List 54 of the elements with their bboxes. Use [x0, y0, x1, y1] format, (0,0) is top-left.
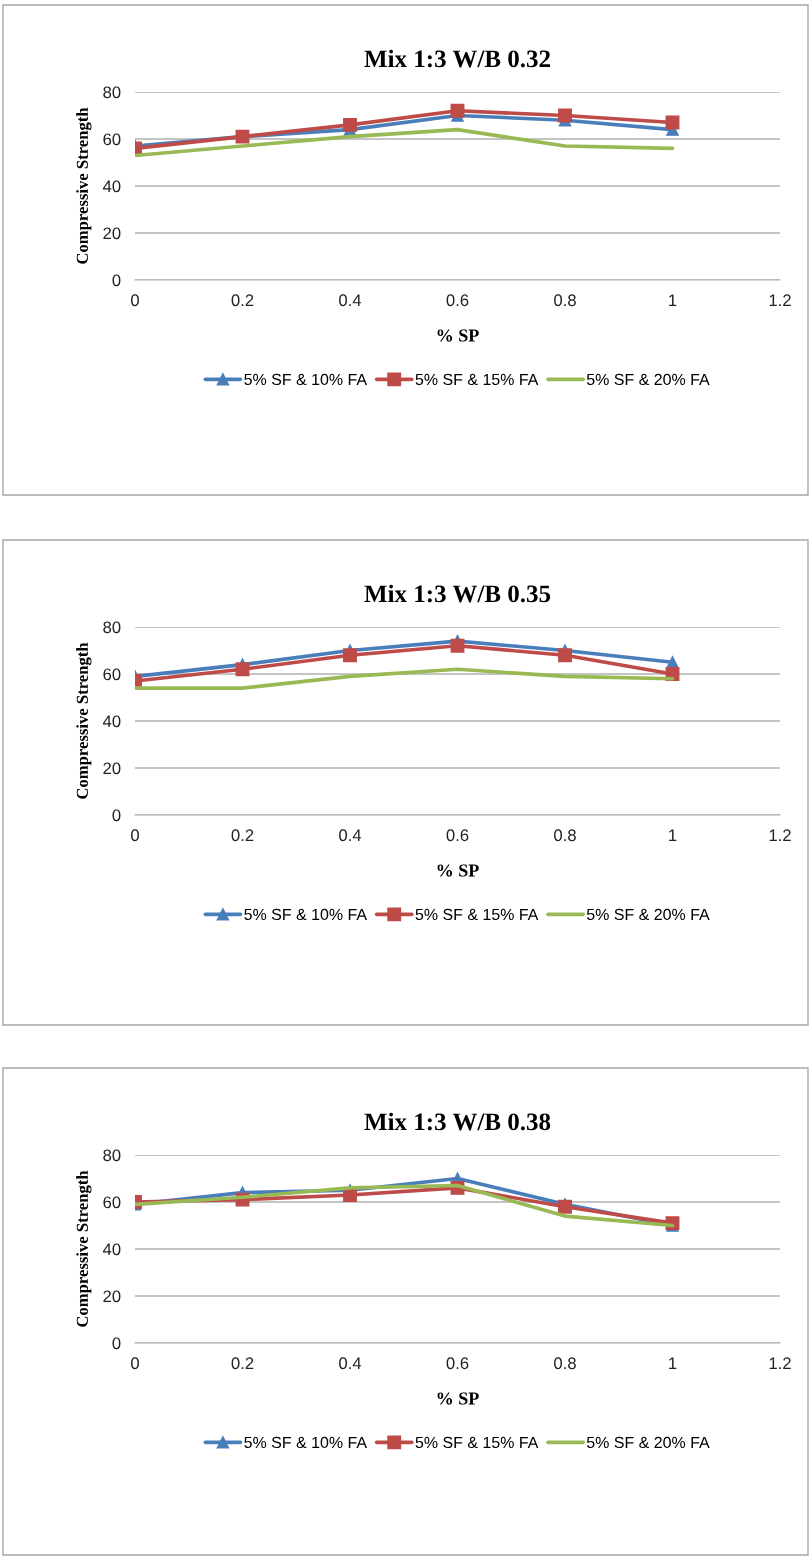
y-tick-label: 40 — [102, 180, 121, 193]
y-tick-label: 0 — [112, 274, 121, 287]
x-tick-label: 0.2 — [231, 829, 254, 842]
y-axis-title: Compressive Strength — [76, 642, 92, 799]
x-axis-title: % SP — [437, 864, 479, 877]
legend-label: 5% SF & 20% FA — [586, 1436, 710, 1449]
x-tick-label: 0 — [131, 1357, 139, 1370]
x-tick-label: 1 — [669, 294, 677, 306]
y-tick-label: 0 — [112, 1337, 121, 1350]
x-tick-label: 0.8 — [554, 1357, 576, 1370]
x-tick-label: 0.2 — [231, 1357, 254, 1370]
x-tick-label: 0.6 — [446, 829, 469, 842]
x-tick-label: 0 — [131, 829, 139, 842]
legend-label: 5% SF & 10% FA — [244, 908, 368, 921]
x-tick-label: 0.6 — [446, 294, 469, 307]
legend-label: 5% SF & 15% FA — [415, 1436, 539, 1449]
x-tick-label: 1.2 — [769, 1357, 791, 1369]
legend-label: 5% SF & 20% FA — [586, 908, 710, 921]
y-tick-label: 80 — [103, 86, 121, 99]
x-tick-label: 1 — [669, 829, 677, 841]
y-tick-label: 80 — [103, 1149, 121, 1162]
x-tick-label: 0.8 — [554, 829, 576, 842]
y-tick-label: 60 — [103, 1196, 121, 1209]
legend-label: 5% SF & 15% FA — [415, 373, 539, 386]
y-tick-label: 60 — [103, 668, 121, 681]
y-tick-label: 80 — [103, 621, 121, 634]
x-tick-label: 1 — [669, 1357, 677, 1369]
y-tick-label: 60 — [103, 133, 121, 146]
y-tick-label: 20 — [103, 762, 121, 775]
y-tick-label: 0 — [112, 809, 121, 822]
y-axis-title: Compressive Strength — [76, 107, 92, 264]
legend-label: 5% SF & 10% FA — [244, 1436, 368, 1449]
chart-title: Mix 1:3 W/B 0.38 — [364, 1112, 551, 1131]
x-tick-label: 1.2 — [769, 294, 791, 306]
x-tick-label: 0.8 — [554, 294, 576, 307]
x-tick-label: 0.4 — [339, 1357, 362, 1370]
x-tick-label: 0.4 — [339, 829, 362, 842]
y-tick-label: 20 — [103, 227, 121, 240]
chart-title: Mix 1:3 W/B 0.35 — [364, 584, 551, 603]
legend-label: 5% SF & 10% FA — [244, 373, 368, 386]
x-tick-label: 0.4 — [339, 294, 362, 307]
y-tick-label: 20 — [103, 1290, 121, 1303]
legend-label: 5% SF & 20% FA — [586, 373, 710, 386]
y-axis-title: Compressive Strength — [76, 1170, 92, 1327]
y-tick-label: 40 — [102, 1243, 121, 1256]
chart-title: Mix 1:3 W/B 0.32 — [364, 49, 550, 68]
x-axis-title: % SP — [437, 1392, 479, 1405]
legend-label: 5% SF & 15% FA — [415, 908, 539, 921]
y-tick-label: 40 — [102, 715, 121, 728]
x-tick-label: 0.6 — [446, 1357, 469, 1370]
x-axis-title: % SP — [437, 329, 479, 342]
x-tick-label: 1.2 — [769, 829, 791, 841]
x-tick-label: 0.2 — [231, 294, 254, 307]
x-tick-label: 0 — [131, 294, 139, 307]
